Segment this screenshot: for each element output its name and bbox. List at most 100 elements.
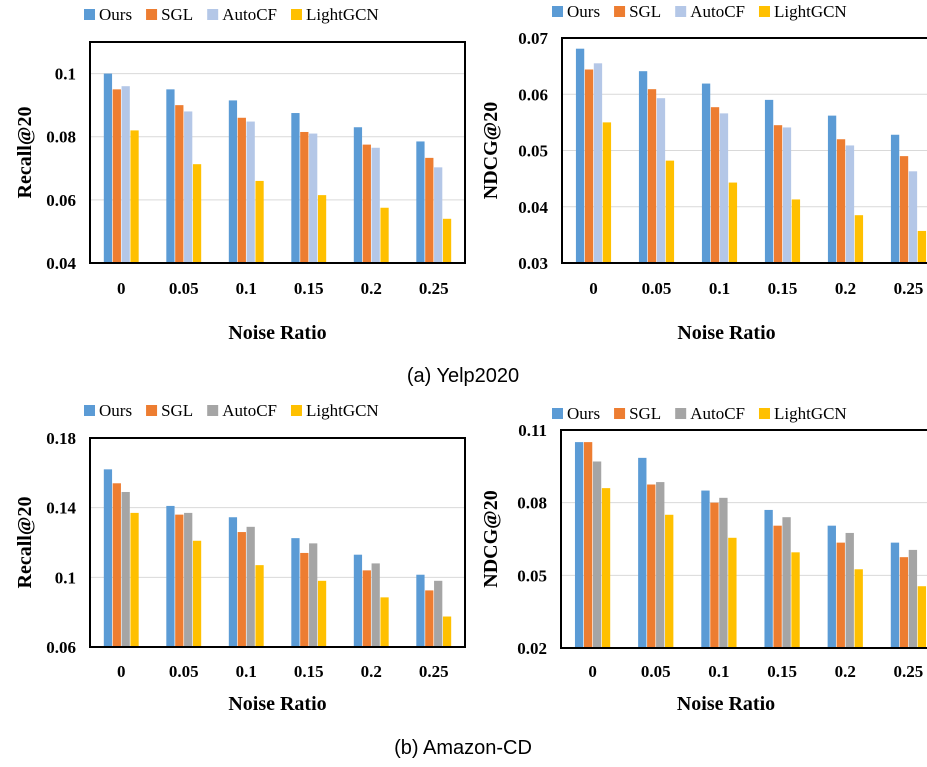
bar-autocf-0.1: [719, 497, 728, 648]
bar-lightgcn-0.05: [192, 164, 202, 263]
bar-autocf-0.15: [309, 543, 318, 647]
bar-autocf-0.1: [246, 526, 255, 647]
plot-frame: [560, 429, 927, 649]
bar-ours-0.05: [638, 71, 648, 263]
legend-label-autocf: AutoCF: [222, 5, 277, 24]
yelp-recall-chart: 0.04 0.06 0.08 0.1 0 0.05 0.1 0.15 0.2 0.25 Noise …: [14, 5, 466, 344]
yelp-ndcg-chart: 0.03 0.04 0.05 0.06 0.07 0 0.05 0.1 0.15 0.2 0.25 N…: [480, 2, 927, 344]
x-tick-label: 0.2: [835, 662, 856, 681]
bar-ours-0.05: [638, 457, 647, 648]
legend-label-autocf: AutoCF: [690, 404, 745, 423]
bar-lightgcn-0.15: [317, 580, 327, 647]
bar-autocf-0: [121, 491, 130, 647]
x-axis-title: Noise Ratio: [677, 322, 775, 344]
legend-swatch-sgl: [614, 408, 626, 419]
bar-ours-0.25: [416, 574, 425, 647]
bar-ours-0: [103, 73, 113, 263]
x-tick-label: 0: [117, 662, 126, 681]
bar-sgl-0: [112, 483, 121, 647]
bar-sgl-0.05: [647, 484, 656, 648]
bar-sgl-0.05: [175, 514, 184, 647]
y-axis-title: Recall@20: [14, 497, 36, 589]
x-tick-label: 0.2: [835, 279, 856, 298]
legend-swatch-ours: [84, 9, 95, 20]
bar-lightgcn-0: [130, 130, 139, 263]
bar-lightgcn-0.2: [380, 597, 389, 647]
y-tick-label: 0.08: [46, 128, 76, 147]
bar-ours-0.2: [353, 554, 363, 647]
bar-sgl-0.2: [836, 139, 846, 263]
bar-sgl-0: [112, 89, 121, 263]
legend-swatch-ours: [552, 6, 563, 17]
bar-lightgcn-0.05: [192, 540, 202, 647]
y-tick-label: 0.04: [518, 198, 548, 217]
y-axis-title: NDCG@20: [480, 490, 502, 588]
legend-swatch-ours: [552, 408, 563, 419]
bar-ours-0.15: [291, 113, 300, 264]
y-tick-label: 0.11: [518, 421, 547, 440]
bar-lightgcn-0.05: [665, 514, 674, 648]
bar-sgl-0.25: [425, 157, 434, 263]
x-tick-label: 0.25: [419, 279, 449, 298]
x-tick-label: 0: [117, 279, 126, 298]
bar-ours-0.2: [827, 115, 837, 263]
bar-ours-0.1: [228, 100, 238, 264]
legend-swatch-lightgcn: [290, 405, 302, 416]
bar-ours-0.2: [827, 525, 836, 648]
bar-ours-0.05: [166, 505, 175, 647]
bar-lightgcn-0.15: [791, 199, 801, 263]
y-tick-label: 0.07: [518, 29, 548, 48]
y-axis-title: Recall@20: [14, 107, 36, 199]
x-tick-label: 0.2: [361, 279, 382, 298]
plot-frame: [89, 41, 466, 264]
bar-sgl-0.1: [237, 117, 246, 264]
bar-autocf-0.2: [845, 145, 855, 263]
bar-autocf-0.15: [309, 133, 318, 263]
bar-lightgcn-0.2: [854, 569, 863, 648]
bar-sgl-0.05: [647, 89, 657, 263]
bar-lightgcn-0.1: [728, 182, 738, 263]
bar-ours-0.1: [701, 490, 710, 648]
y-tick-label: 0.05: [518, 142, 548, 161]
legend-label-sgl: SGL: [161, 401, 193, 420]
legend-label-ours: Ours: [567, 404, 600, 423]
bar-autocf-0.05: [184, 512, 193, 647]
bar-sgl-0.25: [899, 156, 909, 263]
bar-lightgcn-0.15: [317, 195, 327, 263]
legend-swatch-sgl: [614, 6, 626, 17]
bar-lightgcn-0.1: [255, 180, 264, 263]
legend-label-ours: Ours: [567, 2, 600, 21]
x-axis-title: Noise Ratio: [228, 693, 326, 715]
bar-autocf-0.2: [371, 147, 380, 263]
x-tick-label: 0.05: [641, 662, 671, 681]
legend-label-lightgcn: LightGCN: [306, 5, 379, 24]
bar-autocf-0: [121, 86, 130, 263]
bar-sgl-0.15: [773, 125, 783, 263]
bar-autocf-0.15: [782, 127, 792, 263]
x-tick-label: 0.05: [642, 279, 672, 298]
legend-label-autocf: AutoCF: [222, 401, 277, 420]
legend-swatch-autocf: [675, 408, 687, 419]
legend-label-lightgcn: LightGCN: [774, 2, 847, 21]
bar-ours-0.2: [353, 127, 363, 263]
caption-yelp2020: (a) Yelp2020: [407, 365, 519, 387]
bar-sgl-0.2: [362, 570, 371, 647]
y-tick-label: 0.03: [518, 254, 548, 273]
x-tick-label: 0.25: [894, 279, 924, 298]
bar-lightgcn-0.05: [665, 160, 675, 263]
legend-label-sgl: SGL: [161, 5, 193, 24]
bar-lightgcn-0: [130, 512, 139, 647]
bar-autocf-0.25: [908, 549, 918, 648]
y-axis-title: NDCG@20: [480, 102, 502, 200]
legend-label-lightgcn: LightGCN: [306, 401, 379, 420]
bar-autocf-0.1: [719, 113, 729, 263]
bar-autocf-0.1: [246, 121, 255, 263]
legend-swatch-lightgcn: [758, 408, 770, 419]
bar-autocf-0: [593, 63, 603, 263]
bar-lightgcn-0.1: [728, 537, 737, 648]
bar-ours-0: [574, 442, 584, 648]
bar-lightgcn-0.1: [255, 565, 264, 647]
bar-autocf-0.15: [782, 517, 791, 648]
caption-amazon-cd: (b) Amazon-CD: [394, 737, 532, 759]
